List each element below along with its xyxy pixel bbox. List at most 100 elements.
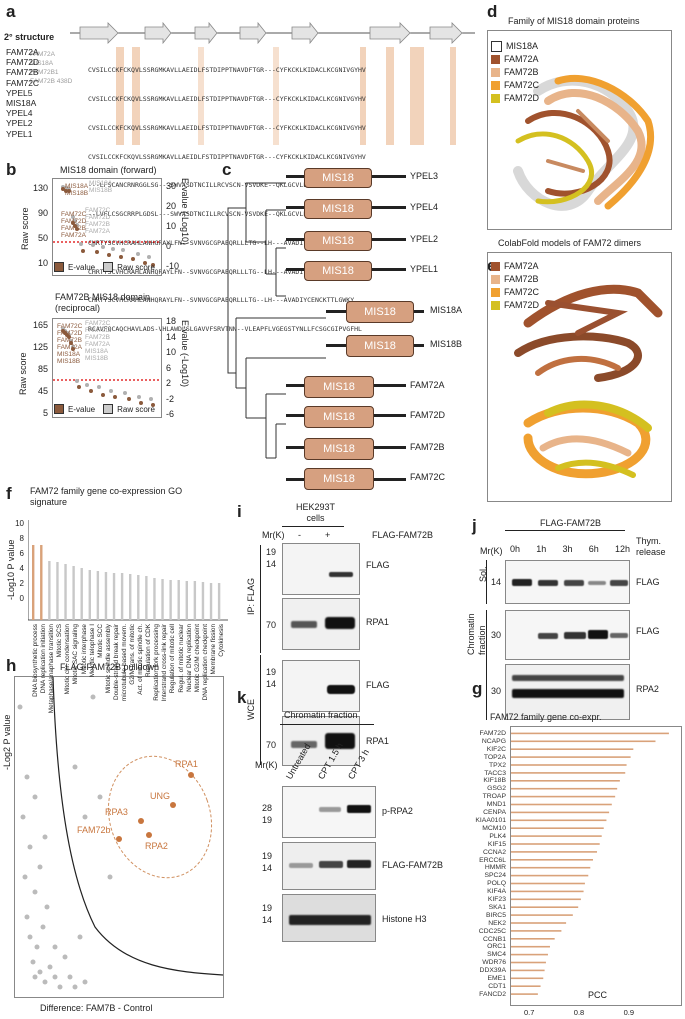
g-xticks: 0.7 0.8 0.9: [524, 1008, 634, 1017]
g-bar: [511, 906, 579, 908]
i-blot-2: [282, 598, 360, 650]
panel-label-k: k: [237, 688, 247, 707]
domain-box: MIS18: [304, 199, 372, 219]
protein-label: MIS18B: [430, 339, 463, 349]
raw-swatch: [103, 262, 114, 272]
b-bottom-left-ticks: 165 125 85 45 5: [32, 320, 48, 418]
seq-row: ---LFSCANCRNRGGLSG---SWVASDTNCILLRCVSCN-…: [88, 181, 362, 190]
f-category-label: Regulation of CDK: [145, 624, 153, 677]
g-category-label: CDT1: [488, 983, 506, 990]
g-category-label: CCNA2: [482, 848, 506, 856]
j-release: Thym. release: [636, 536, 666, 557]
g-bar: [511, 985, 541, 987]
g-bar: [511, 780, 620, 782]
seq-row: RCAVFQCAQCHAVLADS-VHLAWDLSLGAVVFSRVTNN--…: [88, 325, 362, 334]
f-bar: [129, 574, 132, 620]
g-category-label: ORC1: [487, 943, 506, 951]
k-header: Chromatin fraction: [284, 710, 358, 720]
seq-name: FAM72B: [6, 67, 39, 78]
g-bar: [511, 827, 604, 829]
g-bar: [511, 803, 612, 806]
f-category-label: Mitotic chr. condensation: [64, 624, 72, 695]
b-top-grey-labels: MIS18A MIS18B: [89, 180, 113, 194]
f-bar: [209, 583, 213, 620]
f-category-label: DNA replication checkpoint: [201, 624, 209, 701]
f-bar: [217, 583, 221, 620]
j-chrom-label: Chromatin fraction: [466, 613, 487, 655]
f-bar: [137, 575, 140, 620]
domain-box: MIS18: [304, 376, 374, 398]
i-blot-1-label: FLAG: [366, 560, 390, 570]
g-category-label: EME1: [487, 975, 506, 983]
h-point-label: UNG: [150, 791, 170, 801]
f-bar: [201, 582, 205, 620]
legend-swatch: [491, 288, 500, 297]
g-bar: [511, 882, 585, 885]
g-bar: [511, 756, 631, 758]
i-construct: FLAG-FAM72B: [372, 530, 434, 540]
h-volcano-points: [17, 676, 224, 990]
evalue-swatch: [54, 262, 64, 272]
g-bar: [511, 819, 607, 822]
h-point-label: RPA1: [175, 759, 198, 769]
seq-row: CVSILCCKFCKQVLSSRGMKAVLLAEIDLFSTDIPPTNAV…: [88, 94, 366, 103]
legend-swatch: [491, 301, 500, 310]
i-blot-2-label: RPA1: [366, 617, 389, 627]
f-category-label: Replication fork processing: [153, 624, 161, 701]
f-category-label: Interstrand cross-link repair: [161, 624, 169, 702]
j-blot-3-label: RPA2: [636, 684, 659, 694]
i-blot-3: [282, 660, 360, 712]
f-bar: [120, 573, 124, 620]
g-bar: [511, 993, 538, 995]
g-bar: [511, 811, 610, 814]
g-category-label: BIRC5: [485, 911, 506, 919]
domain-box: MIS18: [304, 261, 372, 281]
raw-swatch: [103, 404, 114, 414]
g-bar: [511, 866, 591, 869]
i-cells: HEK293T cells: [296, 502, 336, 523]
g-bar: [511, 969, 545, 972]
g-category-label: GSG2: [487, 785, 506, 793]
f-category-label: Cytokinesis: [217, 624, 225, 657]
c-phylo-tree: [227, 182, 326, 459]
e-structure-image: [514, 284, 663, 479]
f-category-label: Mitotic SCC: [96, 624, 104, 658]
g-bar: [511, 977, 544, 980]
g-frame: [510, 726, 682, 1006]
g-bar: [511, 938, 555, 940]
seq-name: MIS18A: [6, 98, 37, 109]
j-sol-bracket: [486, 560, 487, 604]
i-blot-3-label: FLAG: [366, 680, 390, 690]
g-bar: [511, 890, 584, 893]
domain-box: MIS18: [304, 438, 374, 460]
seq-name: FAM72C: [6, 77, 40, 88]
j-blot-1-marker: 14: [491, 577, 502, 587]
g-category-label: SMC4: [487, 951, 506, 959]
seq-name: YPEL4: [6, 108, 33, 119]
g-bar: [511, 874, 589, 877]
k-blot-2: [282, 842, 376, 890]
b-bottom-right-ticks: 18 14 10 6 2 -2 -6: [166, 316, 177, 419]
g-bar: [511, 922, 567, 924]
f-category-label: DNA biosynthetic process: [32, 624, 39, 697]
g-category-label: TPX2: [489, 761, 506, 769]
f-category-label: Regul. of mitotic nuclear: [177, 624, 185, 693]
protein-label: YPEL1: [410, 264, 439, 274]
d-structure-image: [513, 74, 655, 211]
g-title: FAM72 family gene co-expr.: [490, 712, 602, 722]
f-category-label: DNA replication initiation: [40, 624, 48, 694]
g-category-label: CCNB1: [482, 935, 506, 943]
protein-label: YPEL4: [410, 202, 439, 212]
g-category-label: KIF4A: [487, 888, 506, 896]
b-bottom-ylabel-right: E-value (-Log10): [180, 320, 190, 388]
g-category-label: ERCC6L: [479, 856, 506, 864]
i-wce-bracket: [260, 655, 261, 765]
g-category-label: SPC24: [484, 872, 506, 880]
g-category-label: MND1: [486, 801, 506, 809]
seq-row: CHRTYSCVHCRAHLANHQRAYLFN--SVNVGCGPAEQRLL…: [88, 267, 355, 276]
j-blot-3-marker: 30: [491, 686, 502, 696]
f-category-label: Regulation of mitotic cell: [169, 624, 177, 694]
f-category-label: Mitotic SAC signaling: [72, 624, 80, 685]
legend-swatch: [491, 41, 502, 52]
f-bar: [193, 581, 197, 620]
